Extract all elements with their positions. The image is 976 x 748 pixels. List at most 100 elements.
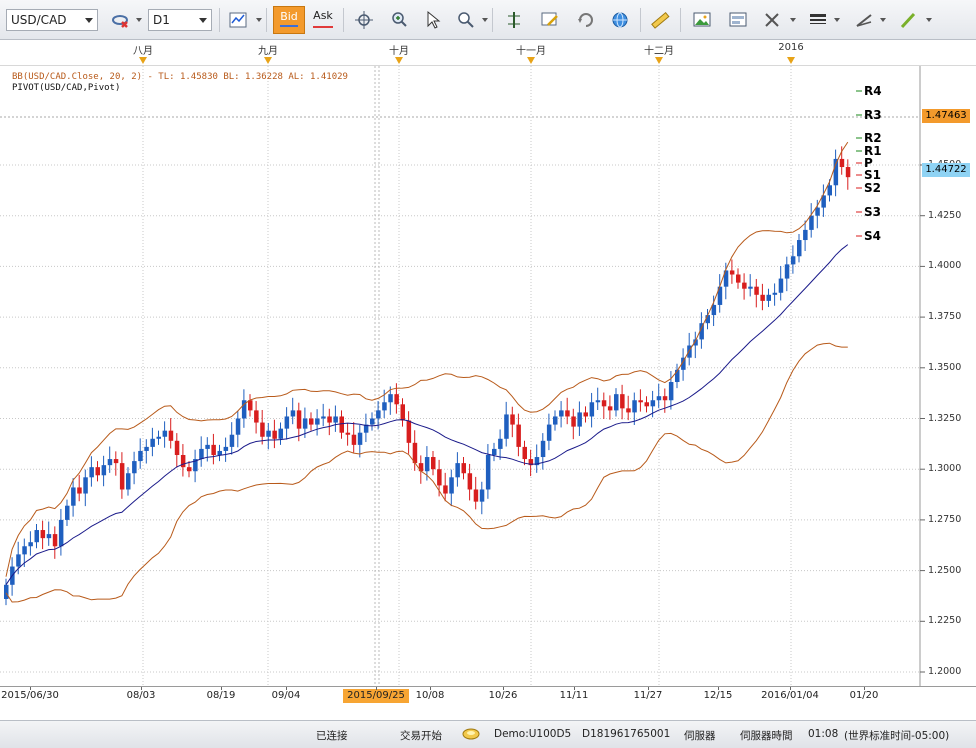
price-tick-label: 1.3250 — [928, 412, 962, 424]
candle-up — [772, 292, 778, 295]
timezone: (世界标准时间-05:00) — [844, 730, 950, 742]
cursor-icon — [427, 10, 441, 29]
ask-button[interactable]: Ask — [307, 6, 339, 34]
bollinger-upper-band — [5, 141, 849, 577]
date-tick-label: 01/20 — [849, 690, 879, 701]
link-chart-button[interactable] — [106, 6, 134, 34]
month-marker-icon[interactable] — [264, 57, 272, 64]
chevron-down-icon[interactable] — [482, 18, 488, 22]
pivot-legend: PIVOT(USD/CAD,Pivot) — [12, 83, 121, 93]
candle-up — [815, 207, 820, 216]
date-tick-label: 08/19 — [206, 690, 236, 701]
bid-button[interactable]: Bid — [273, 6, 305, 34]
candle-up — [693, 339, 698, 346]
candle-up — [546, 424, 552, 441]
chart-properties-button[interactable] — [536, 6, 564, 34]
connection-status: 已连接 — [316, 730, 348, 742]
price-chart[interactable]: BB(USD/CAD.Close, 20, 2) - TL: 1.45830 B… — [0, 66, 976, 686]
date-tick — [376, 687, 377, 690]
chevron-down-icon[interactable] — [256, 18, 262, 22]
candle-down — [736, 274, 741, 283]
candle-up — [492, 448, 497, 456]
month-marker-icon[interactable] — [527, 57, 535, 64]
candle-up — [71, 487, 76, 506]
pointer-button[interactable] — [419, 6, 447, 34]
price-tick-label: 1.4000 — [928, 260, 962, 272]
candle-down — [601, 400, 607, 407]
chevron-down-icon[interactable] — [834, 18, 840, 22]
bar-separator-icon — [508, 12, 520, 28]
date-tick-label: 11/11 — [559, 690, 589, 701]
candle-up — [717, 286, 723, 305]
candle-up — [363, 424, 369, 433]
month-label: 九月 — [258, 46, 278, 57]
candle-down — [77, 487, 82, 494]
candle-up — [424, 457, 430, 472]
price-tick-label: 1.2250 — [928, 615, 962, 627]
candle-down — [461, 463, 466, 474]
indicators-button[interactable] — [758, 6, 786, 34]
edit-chart-icon — [541, 12, 558, 26]
chevron-down-icon[interactable] — [136, 18, 142, 22]
candle-up — [449, 477, 454, 494]
chevron-down-icon[interactable] — [790, 18, 796, 22]
candle-up — [748, 286, 753, 289]
ruler-icon — [651, 11, 670, 29]
month-marker-icon[interactable] — [395, 57, 403, 64]
image-button[interactable] — [688, 6, 716, 34]
price-tick-label: 1.3750 — [928, 311, 962, 323]
symbol-select[interactable]: USD/CAD — [6, 9, 98, 31]
chart-canvas[interactable] — [0, 66, 976, 686]
zoom-button[interactable] — [452, 6, 480, 34]
candle-up — [223, 446, 229, 451]
date-tick — [430, 687, 431, 690]
symbol-value: USD/CAD — [11, 13, 67, 27]
date-tick — [286, 687, 287, 690]
template-icon — [729, 12, 747, 27]
refresh-icon — [578, 13, 593, 27]
crosshair-button[interactable] — [350, 6, 378, 34]
candle-up — [126, 473, 131, 490]
month-marker-icon[interactable] — [787, 57, 795, 64]
candle-down — [406, 420, 412, 443]
candle-down — [583, 412, 588, 417]
template-button[interactable] — [724, 6, 752, 34]
chevron-down-icon[interactable] — [880, 18, 886, 22]
candle-up — [4, 584, 9, 599]
month-label: 2016 — [778, 42, 804, 53]
chart-type-button[interactable] — [224, 6, 252, 34]
web-button[interactable] — [606, 6, 634, 34]
status-bar: 已连接 交易开始 Demo:U100D5 D181961765001 伺服器 伺… — [0, 720, 976, 748]
candle-down — [607, 406, 613, 411]
candle-down — [516, 424, 521, 447]
account-label: Demo:U100D5 — [494, 728, 572, 740]
drawing-tools-button[interactable] — [850, 6, 878, 34]
pivot-label: P — [864, 156, 873, 170]
candle-down — [565, 410, 570, 417]
candle-down — [754, 286, 759, 295]
period-separator-button[interactable] — [500, 6, 528, 34]
zoom-in-button[interactable] — [385, 6, 413, 34]
chevron-down-icon[interactable] — [926, 18, 932, 22]
candle-down — [845, 167, 851, 178]
ruler-button[interactable] — [646, 6, 674, 34]
candle-up — [290, 410, 296, 417]
date-tick — [574, 687, 575, 690]
candle-down — [571, 416, 576, 427]
candle-up — [199, 448, 204, 460]
month-marker-icon[interactable] — [139, 57, 147, 64]
candle-down — [40, 530, 46, 539]
candle-down — [626, 408, 631, 413]
timeframe-select[interactable]: D1 — [148, 9, 212, 31]
line-style-button[interactable] — [804, 6, 832, 34]
month-marker-icon[interactable] — [655, 57, 663, 64]
candle-up — [821, 195, 826, 208]
candle-up — [321, 416, 326, 419]
refresh-button[interactable] — [572, 6, 600, 34]
pen-button[interactable] — [894, 6, 922, 34]
candle-down — [327, 416, 332, 423]
server-time-label: 伺服器時間 — [740, 730, 793, 742]
date-tick-label: 10/26 — [488, 690, 518, 701]
date-tick — [648, 687, 649, 690]
candle-down — [473, 489, 479, 502]
